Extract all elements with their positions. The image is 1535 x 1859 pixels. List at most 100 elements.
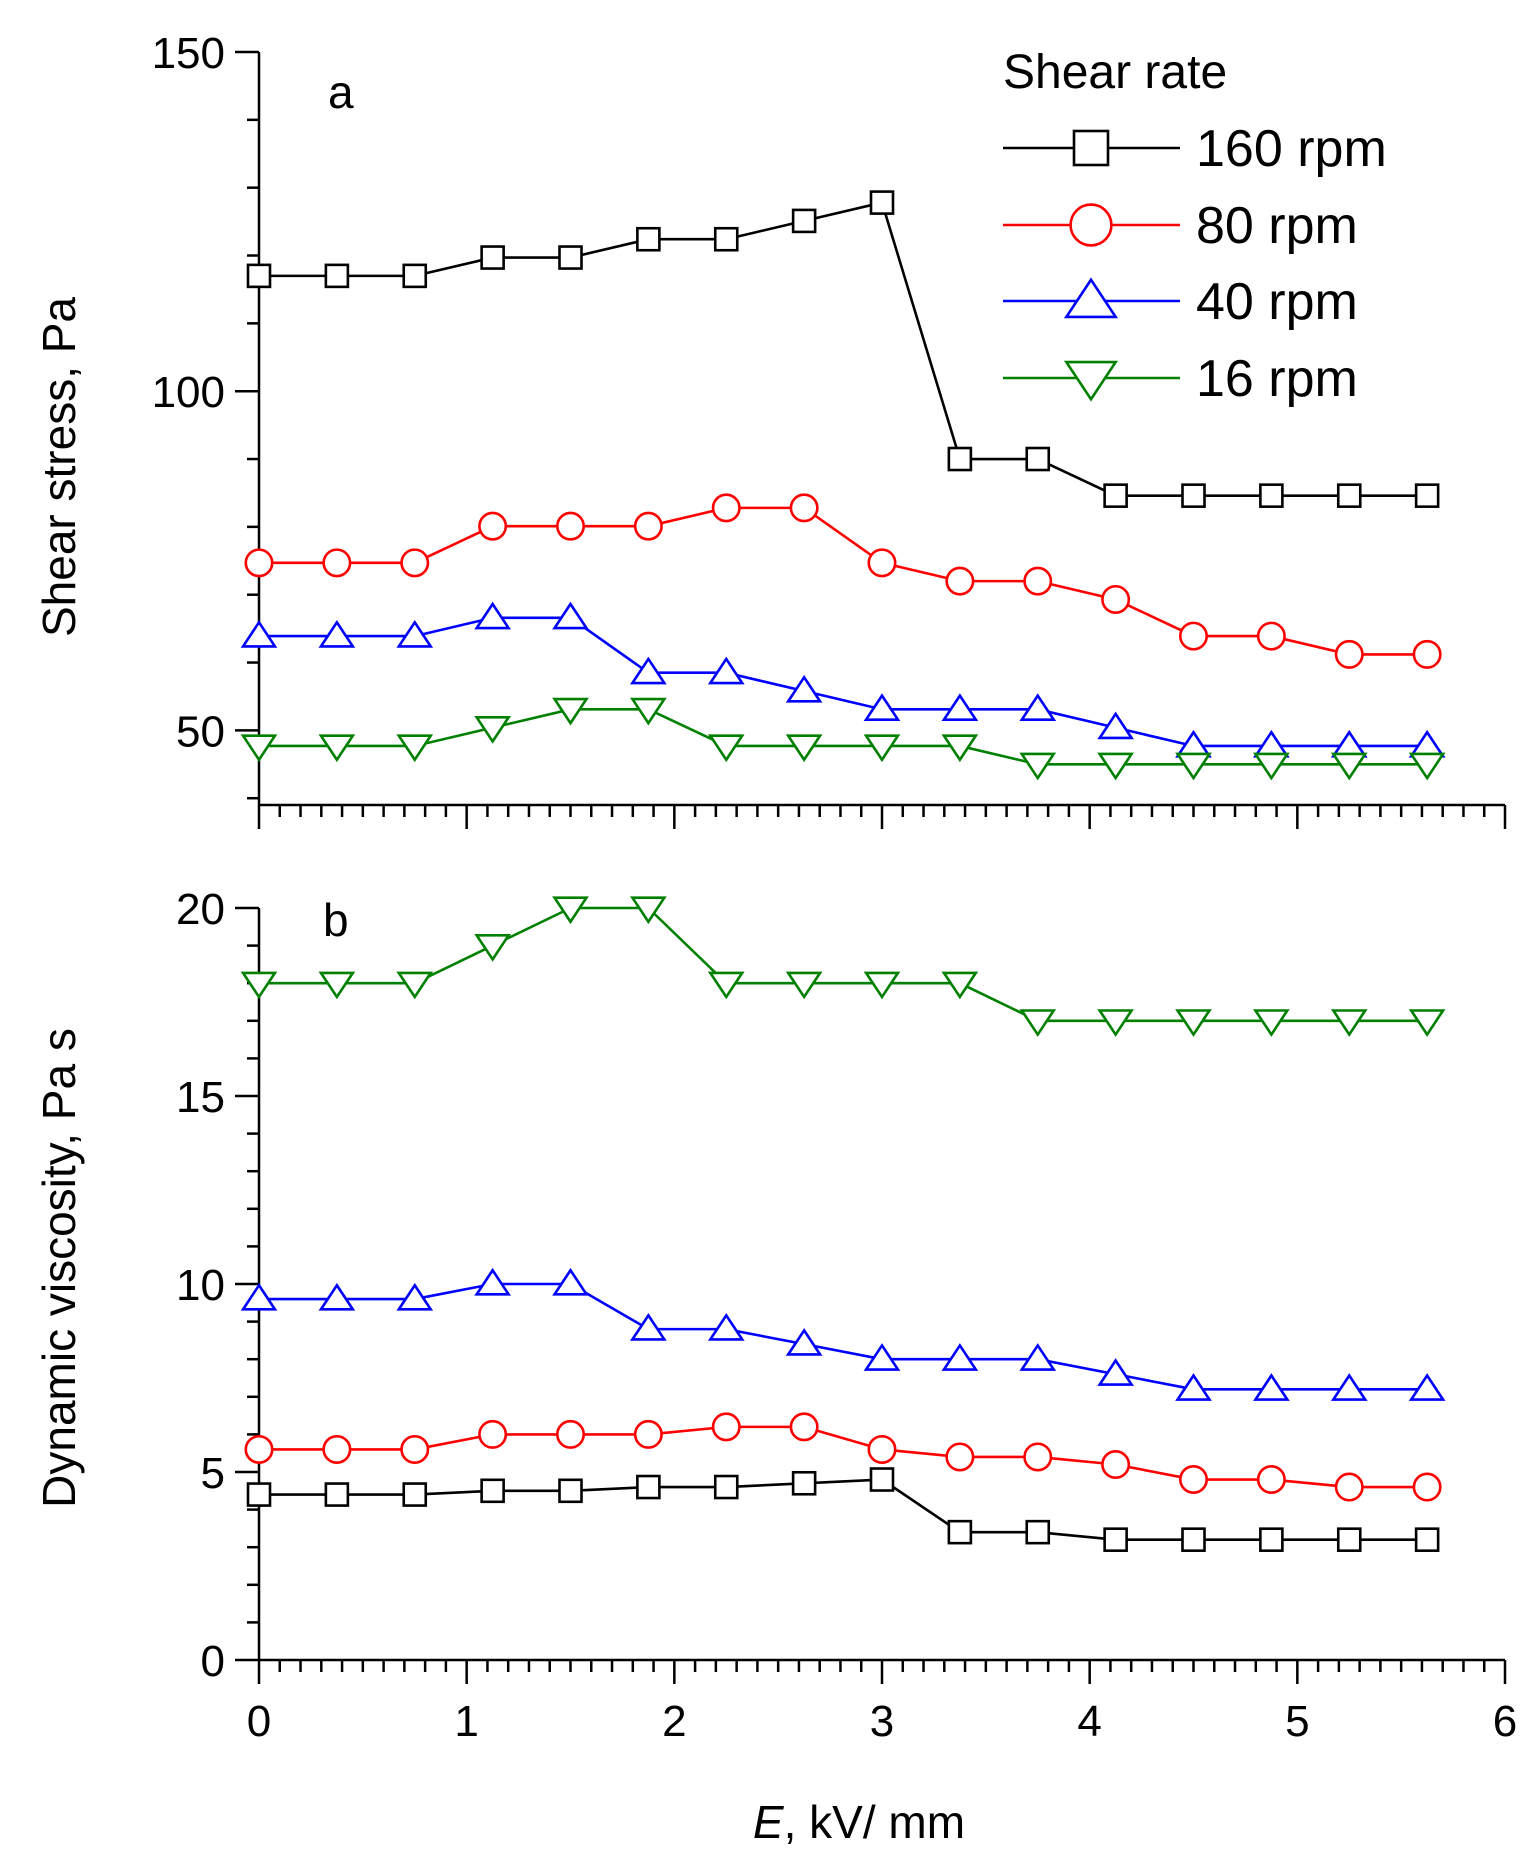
data-point-80-rpm-b	[1023, 1442, 1053, 1472]
data-point-16-rpm-a	[1253, 752, 1290, 781]
data-point-40-rpm-b	[863, 1343, 901, 1371]
data-point-16-rpm-b	[863, 971, 901, 1000]
data-point-160-rpm-a	[480, 245, 505, 270]
x-tick-label-3: 3	[870, 1697, 894, 1746]
data-point-80-rpm-a	[711, 493, 741, 523]
data-point-80-rpm-a	[1179, 621, 1209, 651]
data-point-40-rpm-b	[396, 1282, 434, 1311]
data-point-40-rpm-b	[707, 1313, 745, 1341]
data-point-160-rpm-a	[713, 226, 739, 252]
data-point-16-rpm-a	[630, 697, 667, 726]
data-point-40-rpm-a	[707, 656, 745, 685]
data-point-160-rpm-b	[869, 1467, 895, 1492]
y-tick-label-b-5: 5	[201, 1449, 225, 1498]
data-point-160-rpm-a	[246, 263, 272, 289]
data-point-40-rpm-b	[318, 1282, 356, 1311]
data-point-160-rpm-b	[791, 1470, 817, 1496]
data-point-160-rpm-a	[791, 208, 817, 234]
data-point-160-rpm-a	[1336, 483, 1362, 508]
legend-marker-80-rpm	[1069, 203, 1113, 247]
legend-marker-40-rpm	[1063, 277, 1119, 319]
data-point-40-rpm-a	[318, 619, 356, 648]
data-point-40-rpm-a	[785, 674, 823, 703]
data-point-16-rpm-b	[1097, 1009, 1134, 1037]
data-point-16-rpm-b	[630, 896, 667, 925]
data-point-40-rpm-a	[1097, 711, 1134, 740]
data-point-40-rpm-a	[941, 693, 979, 721]
data-point-160-rpm-a	[1103, 483, 1128, 508]
legend-title: Shear rate	[1003, 46, 1227, 99]
data-point-16-rpm-a	[318, 734, 356, 763]
data-point-16-rpm-b	[552, 896, 589, 925]
data-point-160-rpm-a	[1414, 483, 1440, 508]
data-point-40-rpm-b	[630, 1313, 667, 1341]
x-tick-label-1: 1	[454, 1697, 478, 1746]
data-point-80-rpm-b	[1179, 1465, 1209, 1495]
data-point-16-rpm-a	[941, 734, 979, 763]
data-point-40-rpm-a	[552, 601, 589, 630]
data-point-40-rpm-b	[552, 1267, 589, 1296]
data-point-160-rpm-b	[947, 1519, 973, 1545]
y-axis-title-a: Shear stress, Pa	[33, 297, 85, 637]
data-point-80-rpm-b	[1412, 1472, 1442, 1502]
data-point-80-rpm-a	[244, 548, 274, 578]
data-point-80-rpm-b	[867, 1434, 897, 1464]
data-point-160-rpm-a	[1259, 483, 1284, 508]
data-point-160-rpm-a	[1181, 483, 1206, 508]
panel-b: b Dynamic viscosity, Pa s 0 5 10 15 20 0 1 2 3 4 5…	[33, 885, 1517, 1746]
data-point-80-rpm-b	[633, 1419, 663, 1449]
series-16-rpm-a	[240, 697, 1446, 781]
data-point-16-rpm-a	[1330, 752, 1368, 781]
data-point-80-rpm-b	[1256, 1465, 1286, 1495]
data-point-80-rpm-a	[555, 511, 585, 541]
data-point-80-rpm-a	[633, 511, 663, 541]
data-point-160-rpm-a	[947, 446, 973, 472]
data-point-40-rpm-b	[1253, 1373, 1290, 1401]
x-tick-label-0: 0	[247, 1697, 271, 1746]
data-point-160-rpm-b	[246, 1482, 272, 1507]
data-point-16-rpm-b	[1330, 1009, 1368, 1037]
data-point-80-rpm-a	[1101, 584, 1131, 614]
data-point-160-rpm-a	[1025, 446, 1051, 472]
data-point-160-rpm-a	[636, 226, 661, 252]
data-point-16-rpm-b	[474, 933, 511, 962]
data-point-40-rpm-a	[1330, 729, 1368, 758]
data-point-160-rpm-b	[1103, 1527, 1128, 1552]
data-point-16-rpm-b	[1175, 1009, 1212, 1037]
data-point-40-rpm-b	[1175, 1373, 1212, 1401]
y-tick-label-b-20: 20	[176, 885, 225, 934]
y-tick-label-b-0: 0	[201, 1637, 225, 1686]
data-point-160-rpm-b	[713, 1474, 739, 1500]
series-line-80-rpm-a	[259, 506, 1428, 656]
panel-letter-a: a	[328, 66, 354, 118]
data-point-16-rpm-a	[785, 734, 823, 763]
data-point-40-rpm-b	[240, 1282, 278, 1311]
data-point-80-rpm-a	[867, 548, 897, 578]
data-point-40-rpm-b	[1330, 1373, 1368, 1401]
y-tick-label-a-50: 50	[176, 707, 225, 756]
y-axis-title-b: Dynamic viscosity, Pa s	[33, 1028, 85, 1508]
data-point-80-rpm-b	[1101, 1449, 1131, 1479]
data-point-16-rpm-a	[1408, 752, 1446, 781]
legend-label-80-rpm: 80 rpm	[1196, 197, 1358, 255]
data-point-16-rpm-a	[1175, 752, 1212, 781]
data-point-80-rpm-a	[945, 566, 975, 596]
data-point-80-rpm-b	[1334, 1472, 1364, 1502]
data-point-16-rpm-a	[1097, 752, 1134, 781]
series-80-rpm-a	[244, 493, 1442, 669]
x-tick-label-4: 4	[1077, 1697, 1101, 1746]
series-line-80-rpm-b	[259, 1425, 1428, 1489]
data-point-160-rpm-b	[324, 1482, 350, 1507]
data-point-16-rpm-b	[1408, 1009, 1446, 1037]
series-160-rpm-b	[246, 1467, 1440, 1552]
data-point-40-rpm-b	[1408, 1373, 1446, 1401]
y-tick-label-b-15: 15	[176, 1073, 225, 1122]
series-line-40-rpm-b	[259, 1282, 1428, 1391]
data-point-16-rpm-b	[941, 971, 979, 1000]
data-point-80-rpm-a	[400, 548, 430, 578]
x-axis-title: E, kV/ mm	[753, 1796, 965, 1848]
series-line-160-rpm-a	[259, 201, 1428, 497]
data-point-16-rpm-a	[1019, 752, 1057, 781]
x-axis-title-units: , kV/ mm	[784, 1796, 965, 1848]
